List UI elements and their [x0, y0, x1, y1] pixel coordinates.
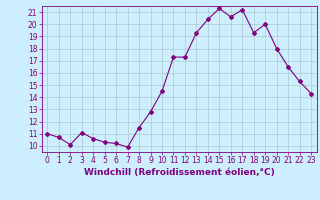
X-axis label: Windchill (Refroidissement éolien,°C): Windchill (Refroidissement éolien,°C) — [84, 168, 275, 177]
